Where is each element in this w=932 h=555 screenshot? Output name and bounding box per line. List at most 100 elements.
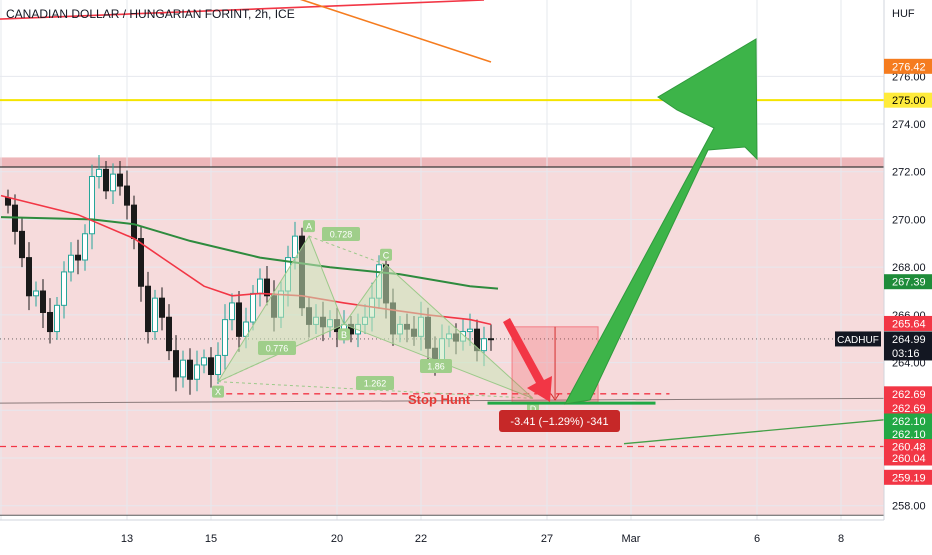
candle — [180, 350, 186, 388]
candle-body — [488, 338, 494, 341]
price-label-text: 262.69 — [892, 403, 926, 415]
pattern-ratio-badge — [356, 376, 394, 390]
current-price-value: 264.99 — [892, 334, 926, 346]
candle-body — [194, 364, 200, 380]
pattern-point-label: C — [383, 250, 390, 260]
candle-body — [159, 297, 165, 318]
time-tick-label: 8 — [838, 533, 844, 545]
candle-body — [264, 278, 270, 297]
current-price-countdown: 03:16 — [892, 348, 920, 360]
pattern-ratio-label: 1.262 — [364, 379, 387, 389]
time-tick-label: 15 — [205, 533, 217, 545]
price-label-text: 262.10 — [892, 416, 926, 428]
price-label-text: 259.19 — [892, 472, 926, 484]
price-label-text: 265.64 — [892, 318, 926, 330]
candle — [173, 335, 179, 392]
price-tick-label: 268.00 — [892, 262, 926, 274]
pattern-ratio-line — [308, 235, 387, 266]
candle-body — [5, 197, 11, 206]
candle-body — [292, 235, 298, 259]
price-tick-label: 258.00 — [892, 501, 926, 513]
candle-body — [131, 204, 137, 240]
price-label-text: 275.00 — [892, 95, 926, 107]
pattern-ratio-line — [217, 323, 345, 383]
candle-body — [208, 357, 214, 375]
measure-label-box — [499, 410, 620, 432]
price-label-tag — [884, 274, 932, 290]
candle-body — [187, 359, 193, 380]
candle — [110, 163, 116, 204]
pattern-point-label: D — [530, 404, 537, 414]
candle — [215, 342, 221, 385]
pattern-point-badge — [303, 220, 315, 233]
measure-label: -3.41 (−1.29%) -341 — [510, 416, 608, 428]
time-tick-label: 13 — [121, 533, 133, 545]
candle-body — [229, 302, 235, 321]
candle — [61, 261, 67, 319]
price-label-tag — [884, 413, 932, 429]
candle — [33, 281, 39, 307]
candle — [201, 349, 207, 374]
candle — [145, 271, 151, 344]
price-label-text: 262.69 — [892, 389, 926, 401]
red-trend-line-top — [0, 0, 485, 20]
symbol-tag — [835, 331, 881, 347]
candle-body — [173, 350, 179, 378]
candle — [47, 298, 53, 344]
price-tick-label: 272.00 — [892, 167, 926, 179]
candle — [96, 155, 102, 189]
candle-body — [103, 168, 109, 192]
price-label-text: 276.42 — [892, 61, 926, 73]
candle-body — [166, 316, 172, 352]
candle-body — [236, 302, 242, 337]
candle — [152, 289, 158, 340]
candle-body — [47, 311, 53, 333]
candle-body — [201, 357, 207, 366]
current-price-tag — [884, 331, 932, 361]
candle-body — [222, 319, 228, 356]
candle-body — [250, 292, 256, 323]
pattern-ratio-badge — [258, 341, 296, 355]
orange-trend-line — [299, 0, 492, 63]
candle-body — [481, 338, 487, 352]
candle-body — [40, 290, 46, 313]
range-zone-top-band — [0, 157, 884, 167]
candle — [26, 242, 32, 311]
candle — [208, 347, 214, 388]
candle — [19, 218, 25, 268]
candle-body — [138, 238, 144, 287]
candle-body — [68, 254, 74, 273]
pattern-point-label: B — [341, 330, 347, 340]
price-label-tag — [884, 469, 932, 485]
price-label-tag — [884, 400, 932, 416]
candle-body — [19, 230, 25, 259]
candle — [187, 348, 193, 395]
red-down-arrow — [503, 318, 552, 402]
candle-body — [89, 176, 95, 235]
price-tick-label: 276.00 — [892, 71, 926, 83]
candle — [488, 324, 494, 351]
candle-body — [33, 290, 39, 297]
price-tick-label: 274.00 — [892, 119, 926, 131]
price-label-tag — [884, 315, 932, 331]
candle — [138, 226, 144, 302]
candle-body — [117, 173, 123, 187]
candle-body — [257, 278, 263, 294]
chart-title: CANADIAN DOLLAR / HUNGARIAN FORINT, 2h, … — [6, 7, 295, 21]
time-tick-label: 20 — [331, 533, 343, 545]
candle-body — [61, 271, 67, 306]
candle — [103, 161, 109, 200]
candle-body — [110, 173, 116, 192]
price-label-tag — [884, 92, 932, 108]
candle-body — [145, 285, 151, 333]
pattern-point-label: A — [306, 222, 312, 232]
pattern-ratio-label: 0.728 — [330, 230, 353, 240]
candle — [40, 279, 46, 328]
price-label-text: 262.10 — [892, 429, 926, 441]
price-tick-label: 264.00 — [892, 358, 926, 370]
moving-average-green — [0, 216, 499, 290]
time-tick-label: 27 — [541, 533, 553, 545]
candle — [75, 239, 81, 275]
